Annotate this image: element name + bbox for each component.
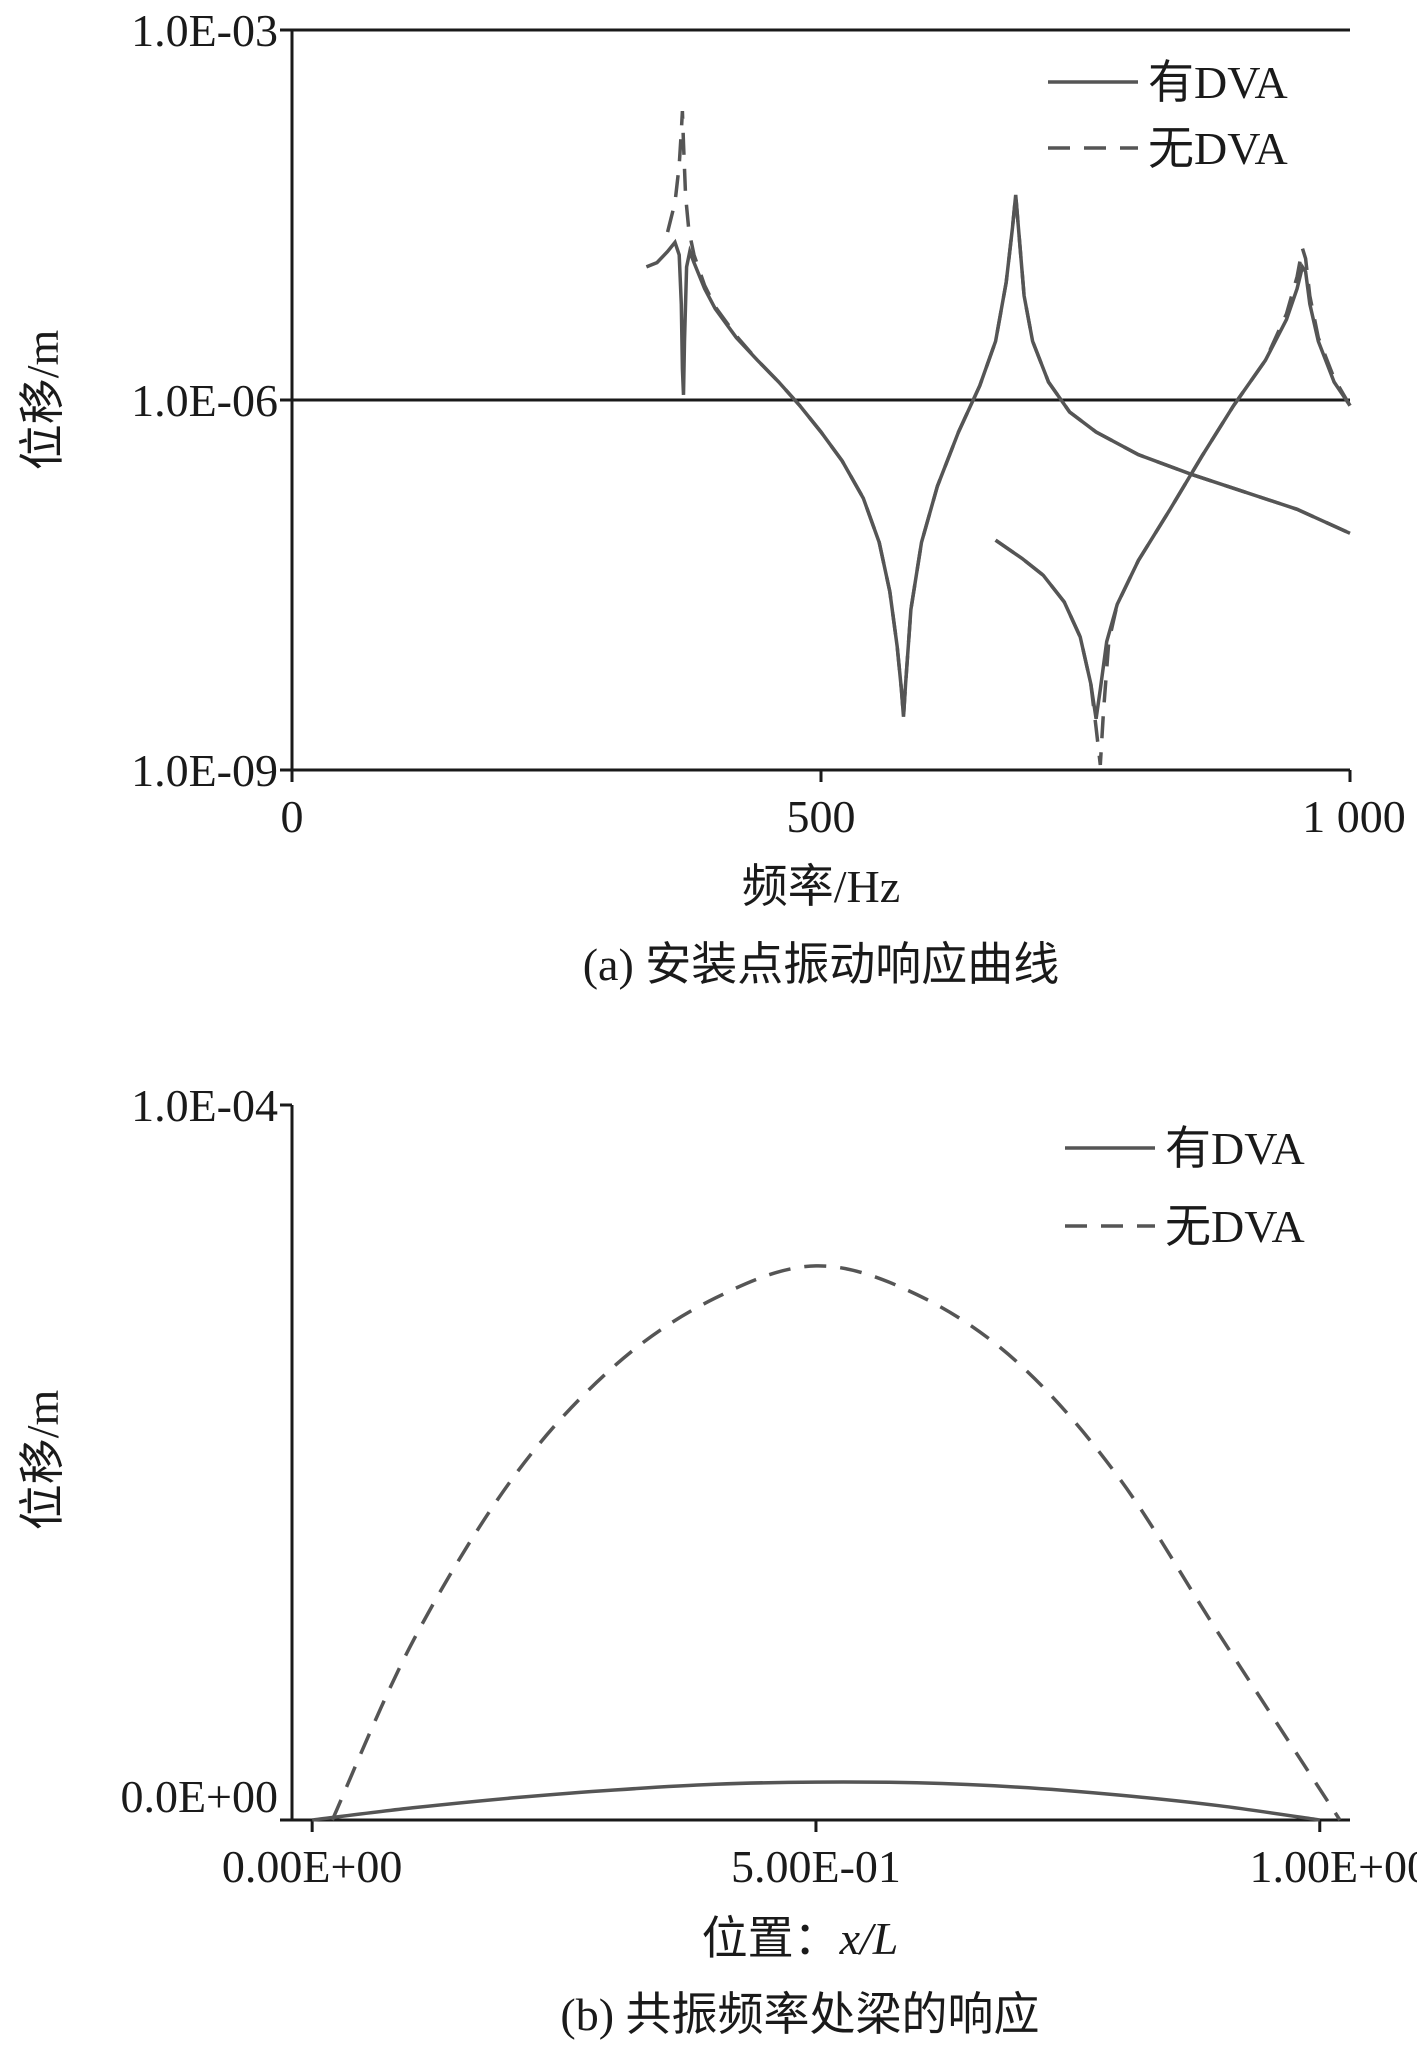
chart-a-legend-label-without-dva: 无DVA [1148, 123, 1288, 174]
chart-b-y-axis-title: 位移/m [17, 1390, 68, 1531]
chart-a-x-tick-label: 1 000 [1302, 791, 1406, 842]
chart-a-caption: (a) 安装点振动响应曲线 [583, 939, 1060, 990]
chart-b-x-tick-label: 5.00E-01 [731, 1841, 901, 1892]
chart-b-x-axis-title: 位置：x/L [702, 1913, 899, 1964]
chart-a-series-without-dva-line [665, 111, 1351, 717]
chart-b-x-axis-title-variable: x/L [839, 1913, 899, 1964]
chart-a-x-tick-label: 500 [787, 791, 856, 842]
chart-a-x-axis-title: 频率/Hz [742, 861, 900, 912]
chart-a-legend-label-with-dva: 有DVA [1148, 57, 1288, 108]
chart-a: 1.0E-09 1.0E-06 1.0E-03 0 500 1 000 频率/Hz 位移… [17, 5, 1406, 990]
chart-b-x-tick-label: 1.00E+00 [1249, 1841, 1417, 1892]
chart-b-legend: 有DVA 无DVA [1065, 1123, 1305, 1252]
chart-a-y-tick-label: 1.0E-06 [131, 375, 278, 426]
chart-b-x-axis-title-text: 位置： [702, 1913, 840, 1964]
chart-a-series-with-dva-line [645, 194, 1351, 717]
chart-b: 0.0E+001.0E-04 0.00E+00 5.00E-01 1.00E+00 … [17, 1080, 1417, 2040]
chart-b-x-tick-label: 0.00E+00 [222, 1841, 403, 1892]
chart-b-y-tick-label: 1.0E-04 [131, 1080, 278, 1131]
chart-a-legend: 有DVA 无DVA [1048, 57, 1288, 174]
chart-a-series-without-dva-line [994, 247, 1352, 766]
chart-b-y-tick-label: 0.0E+00 [120, 1771, 278, 1822]
chart-b-caption: (b) 共振频率处梁的响应 [560, 1989, 1039, 2040]
chart-a-y-tick-label: 1.0E-09 [131, 745, 278, 796]
chart-a-series-with-dva-line [994, 262, 1352, 720]
chart-a-x-tick-label: 0 [281, 791, 304, 842]
chart-b-series-without-dva-line [330, 1264, 1342, 1821]
chart-b-legend-label-with-dva: 有DVA [1165, 1123, 1305, 1174]
chart-b-legend-label-without-dva: 无DVA [1165, 1201, 1305, 1252]
chart-a-y-axis-title: 位移/m [17, 330, 68, 471]
chart-a-y-tick-label: 1.0E-03 [131, 5, 278, 56]
chart-b-series-with-dva-line [311, 1780, 1321, 1822]
